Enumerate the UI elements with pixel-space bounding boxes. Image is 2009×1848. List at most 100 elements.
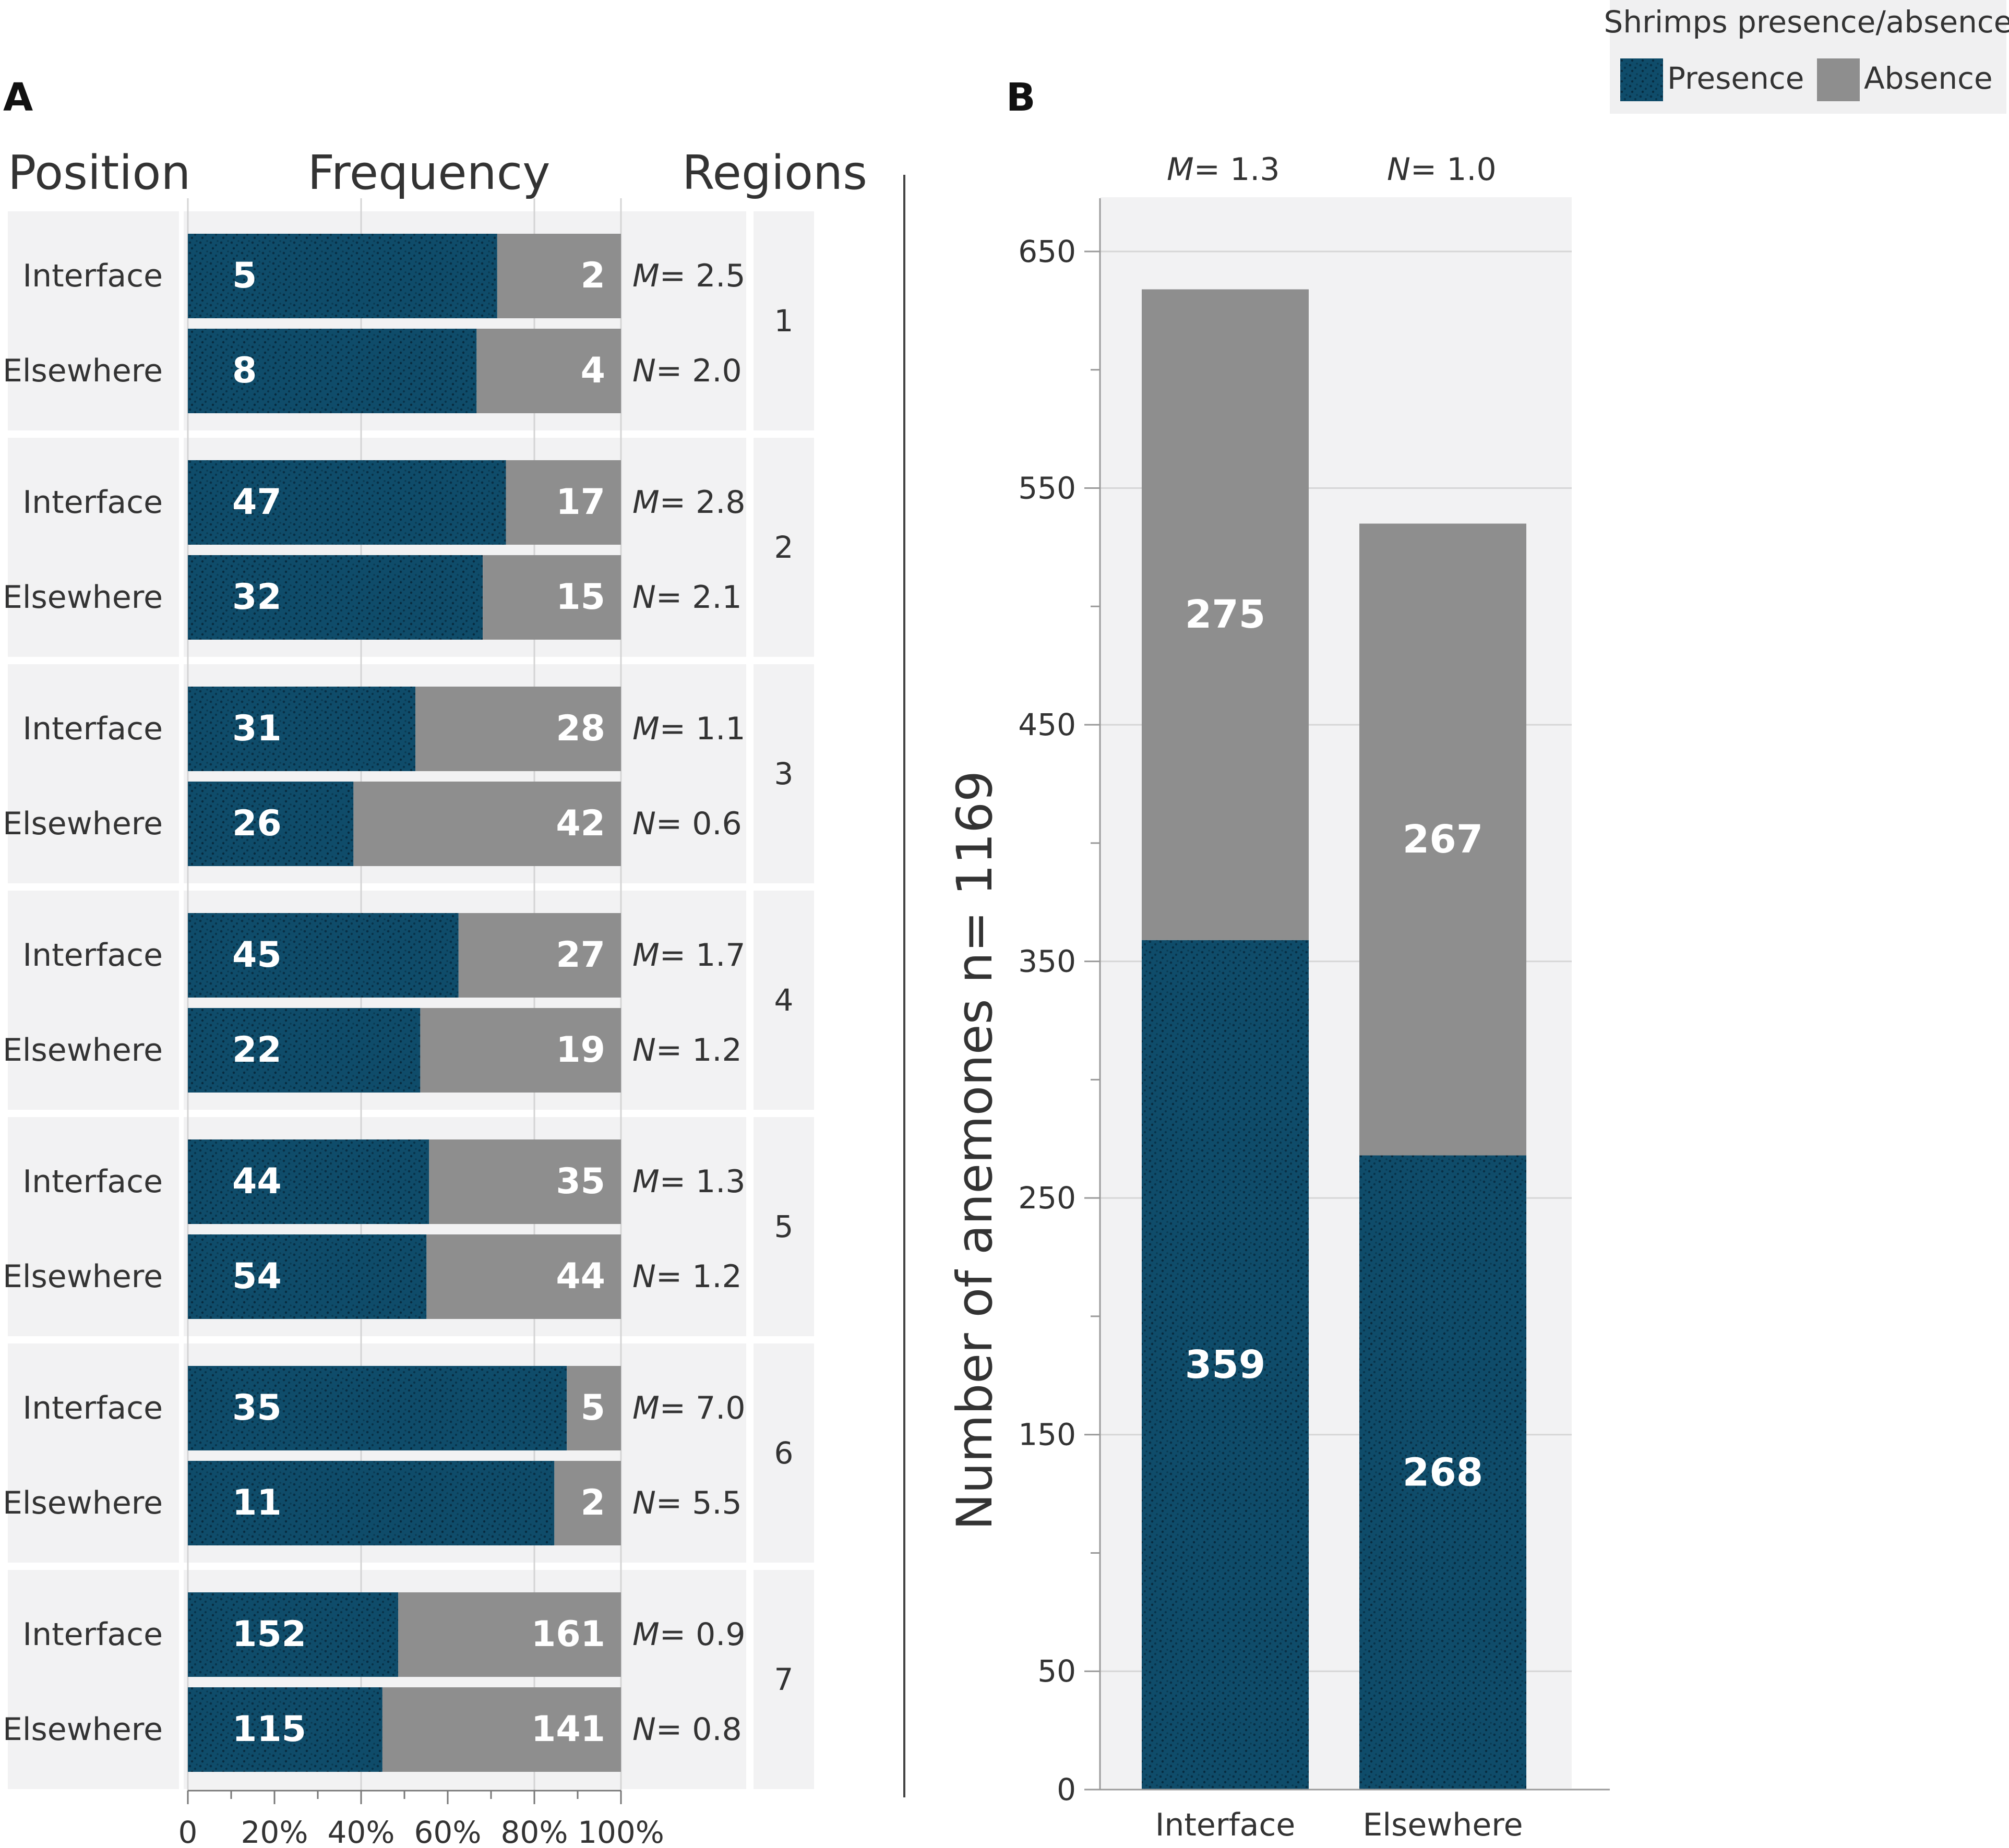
region-label-box [754,211,814,430]
region-label-box [754,1343,814,1563]
position-label: Elsewhere [3,579,163,616]
stat-n-label: N= 2.0 [632,353,742,389]
position-label: Elsewhere [3,1032,163,1069]
position-label: Interface [22,1163,163,1200]
absence-bar [554,1461,621,1545]
panel-b-y-tick-label: 0 [1057,1772,1076,1807]
presence-value-label: 32 [232,577,282,618]
presence-value-label: 115 [232,1709,306,1750]
panel-b-bars: 359 275 268 267 [1142,289,1526,1790]
position-label: Interface [22,258,163,294]
presence-bar [188,1139,429,1224]
position-label-box [8,211,179,430]
panel-b-axes: 0 50 150 250 350 450 550 650 Interface Elsewhere [1018,198,1610,1843]
position-label: Interface [22,937,163,974]
panel-a-x-tick-label: 40% [328,1815,395,1848]
region-number-label: 6 [774,1435,794,1471]
region-label-box [754,1117,814,1336]
position-label: Interface [22,484,163,521]
panel-a-bars [188,234,621,1772]
stat-m-label: M= 1.1 [632,711,746,747]
region-number-label: 2 [774,530,794,565]
position-label: Elsewhere [3,353,163,389]
panel-b-letter: B [1006,75,1035,120]
region-number-label: 1 [774,303,794,339]
absence-value-label: 42 [556,803,605,844]
stat-n-label: N= 0.8 [632,1711,742,1748]
stat-m-label: M= 2.5 [632,258,746,294]
legend: Shrimps presence/absence Presence Absenc… [1604,0,2009,114]
absence-bar [1142,289,1309,940]
panel-b-y-axis-label: Number of anemones n= 1169 [947,771,1003,1530]
panel-b-x-tick-label: Elsewhere [1362,1807,1523,1843]
absence-bar [483,555,621,640]
regions-header: Regions [682,146,867,200]
panel-b-x-tick-label: Interface [1155,1807,1296,1843]
presence-bar [188,1592,399,1677]
absence-bar [497,234,621,318]
absence-value-label: 35 [556,1161,605,1202]
absence-value-label: 4 [581,350,605,391]
legend-background [1610,0,2006,114]
absence-value-label: 27 [556,934,605,976]
panel-b-y-tick-label: 50 [1037,1653,1076,1689]
presence-bar [1359,1155,1526,1790]
panel-a-x-axis: 0 20% 40% 60% 80% 100% [178,1790,664,1848]
legend-title: Shrimps presence/absence [1604,4,2009,40]
panel-a-x-tick-label: 100% [578,1815,664,1848]
absence-value-label: 44 [556,1256,605,1297]
presence-value-label: 54 [232,1256,282,1297]
presence-value-label: 45 [232,934,282,976]
absence-value-label: 275 [1185,592,1265,637]
position-label-box [8,891,179,1110]
frequency-header: Frequency [308,146,551,200]
stat-n-label: N= 0.6 [632,806,742,842]
panel-b-stat-n-label: N= 1.0 [1387,151,1497,188]
absence-bar [382,1687,621,1772]
position-label-box [8,1117,179,1336]
position-label: Interface [22,1390,163,1426]
region-number-label: 7 [774,1662,794,1697]
presence-bar [188,234,497,318]
presence-value-label: 5 [232,255,257,296]
region-label-box [754,1570,814,1789]
presence-value-label: 268 [1403,1450,1483,1495]
absence-value-label: 17 [556,482,605,523]
legend-absence-label: Absence [1864,61,1993,96]
position-label-box [8,1570,179,1789]
panel-a-letter: A [3,75,33,120]
stat-n-label: N= 1.2 [632,1032,742,1069]
presence-value-label: 26 [232,803,282,844]
presence-value-label: 44 [232,1161,282,1202]
absence-value-label: 5 [581,1387,605,1429]
stat-n-label: N= 5.5 [632,1485,742,1521]
presence-bar [188,1687,382,1772]
absence-value-label: 2 [581,1482,605,1523]
position-label: Elsewhere [3,1485,163,1521]
region-label-box [754,891,814,1110]
presence-value-label: 22 [232,1029,282,1071]
absence-bar [567,1366,621,1450]
absence-bar [353,782,621,866]
panel-a-x-tick-label: 60% [414,1815,482,1848]
panel-b-y-tick-label: 450 [1018,707,1076,742]
region-number-label: 4 [774,982,794,1018]
panel-a-x-tick-label: 20% [241,1815,308,1848]
presence-bar [188,913,459,998]
position-label-box [8,438,179,657]
presence-value-label: 35 [232,1387,282,1429]
stat-m-label: M= 2.8 [632,484,746,521]
legend-presence-swatch [1620,58,1663,101]
position-header: Position [8,146,190,200]
legend-presence-label: Presence [1667,61,1804,96]
presence-bar [188,329,477,413]
absence-value-label: 15 [556,577,605,618]
absence-value-label: 141 [531,1709,605,1750]
stat-n-label: N= 1.2 [632,1258,742,1295]
position-label-box [8,1343,179,1563]
panel-b-y-tick-label: 650 [1018,234,1076,269]
region-label-box [754,664,814,883]
region-label-box [754,438,814,657]
absence-value-label: 161 [531,1614,605,1655]
